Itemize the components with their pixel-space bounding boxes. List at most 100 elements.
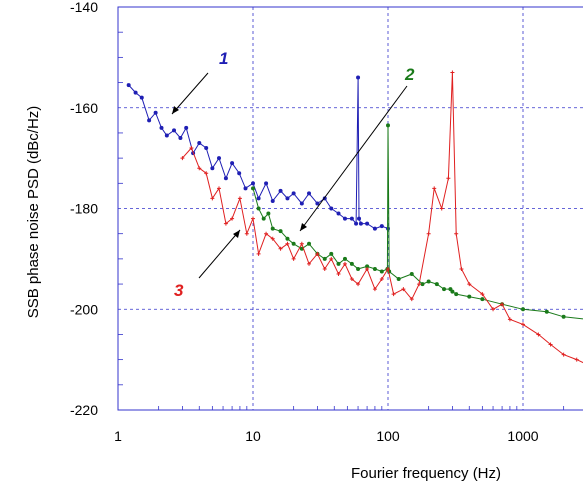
series-3-point (278, 246, 283, 251)
series-2-point (426, 279, 431, 284)
series-3-point (299, 241, 304, 246)
series-3-point (270, 236, 275, 241)
arrow-3 (198, 229, 241, 279)
series-group (126, 70, 583, 364)
y-tick-label: -140 (70, 0, 98, 15)
annotations: 1 2 3 (171, 49, 415, 300)
series-1-point (379, 224, 384, 229)
series-1-point (349, 216, 354, 221)
series-3-line (182, 72, 583, 364)
series-2-point (521, 307, 525, 312)
arrowhead-1 (172, 106, 179, 114)
y-tick-label: -180 (70, 201, 98, 217)
series-3-point (329, 256, 334, 261)
series-2-point (467, 294, 472, 299)
series-3-point (426, 231, 431, 236)
tick-labels: 1 10 100 1000 -220 -200 -180 -160 -140 (70, 0, 539, 444)
series-1-point (336, 211, 341, 216)
series-1-point (291, 191, 296, 196)
series-3-point (450, 70, 455, 75)
series-3-point (342, 261, 347, 266)
arrow-1 (171, 72, 209, 115)
series-3-point (417, 282, 422, 287)
series-1-point (147, 118, 152, 123)
series-3-point (574, 357, 579, 362)
series-1-point (342, 216, 347, 221)
series-3-point (365, 266, 370, 271)
series-3-point (548, 342, 553, 347)
series-2-point (261, 216, 266, 221)
series-2-point (386, 123, 390, 128)
series-3-point (197, 166, 202, 171)
series-1-point (159, 125, 164, 130)
x-axis-label: Fourier frequency (Hz) (351, 465, 501, 482)
series-3-point (264, 231, 269, 236)
series-3-point (500, 302, 505, 307)
series-3-point (491, 307, 496, 312)
series-2-point (372, 266, 377, 271)
series-1-point (204, 146, 209, 151)
series-2-point (450, 289, 455, 294)
series-2-point (561, 314, 566, 319)
series-1-point (126, 83, 131, 88)
series-2-point (329, 251, 334, 256)
series-2-point (379, 269, 384, 274)
series-3-point (291, 256, 296, 261)
series-2-point (356, 266, 361, 271)
series-3-point (561, 352, 566, 357)
series-1-point (285, 196, 290, 201)
x-tick-label: 1 (114, 428, 122, 444)
series-3-point (507, 317, 512, 322)
series-3-point (432, 186, 437, 191)
series-1-point (278, 188, 283, 193)
series-2-point (365, 264, 370, 269)
series-2-point (434, 282, 439, 287)
series-2-point (278, 229, 283, 234)
y-tick-label: -220 (70, 402, 98, 418)
y-tick-label: -160 (70, 100, 98, 116)
annotation-3: 3 (174, 281, 184, 300)
y-axis-label: SSB phase noise PSD (dBc/Hz) (25, 106, 42, 319)
series-1-point (133, 90, 138, 95)
series-2-line (252, 125, 583, 320)
x-tick-label: 100 (376, 428, 400, 444)
series-2-point (442, 287, 447, 292)
series-1-point (299, 201, 304, 206)
series-3-point (401, 287, 406, 292)
series-2 (251, 123, 583, 320)
series-1-point (264, 181, 269, 186)
series-2-point (251, 186, 255, 191)
series-1-point (256, 196, 261, 201)
series-3-point (446, 176, 451, 181)
series-1-point (139, 95, 144, 100)
series-3-point (204, 171, 209, 176)
series-2-point (454, 292, 459, 297)
series-1-point (210, 166, 215, 171)
annotation-1: 1 (219, 49, 228, 68)
series-3-point (180, 156, 185, 161)
series-2-point (291, 241, 296, 246)
y-tick-label: -200 (70, 301, 98, 317)
annotation-2: 2 (404, 65, 415, 84)
series-3-point (244, 231, 249, 236)
series-1 (126, 75, 390, 231)
series-2-point (342, 256, 347, 261)
series-3-point (521, 322, 525, 327)
series-3-point (307, 261, 312, 266)
series-2-point (396, 277, 401, 282)
series-2-point (349, 261, 354, 266)
plot-frame (117, 6, 583, 411)
series-3-point (230, 216, 235, 221)
arrowhead-2 (300, 223, 307, 231)
series-3-point (409, 297, 414, 302)
series-3-point (336, 271, 341, 276)
arrow-2 (299, 85, 408, 232)
series-3-point (251, 216, 255, 221)
series-3-point (439, 206, 444, 211)
series-2-point (420, 282, 425, 287)
series-1-point (354, 221, 359, 226)
series-2-point (336, 261, 341, 266)
series-3-point (285, 241, 290, 246)
series-1-point (329, 206, 334, 211)
